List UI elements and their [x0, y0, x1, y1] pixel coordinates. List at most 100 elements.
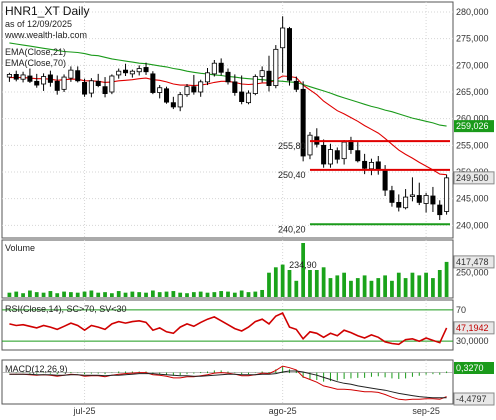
macd-layer: [2, 365, 453, 401]
candle-body-up: [6, 74, 12, 78]
candle: [403, 189, 409, 210]
last-price-label: 249,500: [456, 173, 489, 183]
level-label: 240,20: [278, 224, 306, 234]
candle: [416, 182, 422, 206]
volume-bar: [185, 293, 189, 297]
candle-body-up: [109, 75, 115, 93]
volume-bar: [55, 293, 60, 297]
volume-layer: 234,90: [7, 243, 449, 297]
volume-bar: [89, 290, 94, 297]
volume-bar: [287, 270, 292, 297]
price-layer: 255,80 250,40 240,20: [6, 16, 450, 234]
candle-body-up: [273, 48, 279, 86]
volume-bar: [314, 270, 319, 297]
candle-body-down: [123, 69, 129, 74]
candle-body-up: [280, 27, 286, 49]
volume-bar: [178, 292, 183, 297]
candle-body-down: [150, 73, 156, 93]
candle-body-up: [307, 134, 313, 156]
candle-body-down: [102, 86, 108, 94]
volume-bar: [69, 292, 73, 297]
candle-body-up: [211, 62, 217, 75]
candle: [143, 62, 149, 75]
volume-bar: [417, 275, 422, 297]
rsi-line: [9, 311, 448, 346]
candle: [129, 69, 135, 78]
volume-tick-label: 250,000: [456, 268, 489, 278]
candle-body-up: [327, 149, 333, 165]
candle: [27, 68, 33, 83]
candle-body-up: [68, 69, 74, 79]
candle-body-up: [177, 94, 183, 108]
candle: [95, 73, 101, 88]
volume-bar: [14, 291, 19, 297]
volume-bar: [308, 270, 312, 297]
price-tick-label: 240,000: [456, 220, 489, 230]
chart-site: www.wealth-lab.com: [4, 30, 87, 40]
candle: [389, 185, 395, 207]
candle: [34, 73, 40, 88]
candle: [20, 71, 26, 83]
volume-bar: [349, 280, 353, 297]
candle: [430, 186, 436, 212]
volume-bar: [226, 291, 230, 297]
volume-bar: [205, 292, 210, 297]
price-tick-label: 280,000: [456, 7, 489, 17]
volume-bar: [437, 270, 442, 297]
volume-bar: [253, 291, 258, 297]
candle-body-down: [75, 70, 81, 82]
volume-bar: [410, 272, 415, 297]
volume-bar: [294, 280, 299, 297]
candle-body-down: [27, 75, 33, 82]
volume-bar: [157, 292, 162, 297]
volume-bar: [198, 291, 203, 297]
rsi-tick-70: 70: [456, 305, 466, 315]
candle: [198, 79, 204, 97]
candle: [409, 177, 415, 202]
candle: [102, 77, 108, 98]
rsi-layer: [2, 309, 453, 346]
macd-neg-label: -4,4797: [456, 394, 487, 404]
candle: [321, 139, 327, 168]
candle: [293, 76, 299, 92]
x-tick-label: ago-25: [269, 406, 297, 416]
candle-body-down: [191, 86, 197, 93]
volume-bar: [362, 275, 367, 297]
candle: [273, 45, 279, 89]
candle: [170, 96, 176, 110]
volume-bar: [390, 280, 394, 297]
ema70-tag-label: 259,026: [456, 121, 489, 131]
candle: [437, 200, 443, 220]
volume-bar: [75, 292, 80, 297]
volume-bar: [328, 278, 333, 297]
candle: [41, 73, 47, 91]
candle: [245, 90, 252, 105]
macd-pos-tag: [454, 362, 494, 374]
candle-body-up: [252, 76, 258, 94]
volume-bar: [280, 264, 285, 297]
candle-body-up: [20, 74, 26, 80]
candle: [286, 26, 292, 86]
level-label: 250,40: [278, 170, 306, 180]
candle: [136, 65, 142, 76]
candle: [75, 66, 81, 83]
volume-bar: [103, 292, 107, 297]
rsi-last-label: 47,1942: [456, 323, 489, 333]
candle-body-down: [82, 82, 88, 95]
candle: [150, 71, 156, 95]
candle-body-down: [266, 70, 272, 86]
price-tick-label: 270,000: [456, 60, 489, 70]
price-tick-label: 265,000: [456, 87, 489, 97]
rsi-title: RSI(Close,14), SC>70, SV<30: [5, 304, 127, 314]
candle: [232, 74, 238, 96]
volume-bar: [109, 293, 114, 297]
volume-bar: [150, 290, 155, 297]
macd-signal-line: [9, 370, 447, 399]
price-tick-label: 260,000: [456, 114, 489, 124]
candle: [109, 74, 115, 95]
volume-bar: [369, 280, 374, 297]
candle: [47, 70, 53, 87]
chart-date: as of 12/09/2025: [5, 19, 72, 29]
candle-body-up: [444, 177, 450, 212]
candle: [300, 81, 306, 162]
